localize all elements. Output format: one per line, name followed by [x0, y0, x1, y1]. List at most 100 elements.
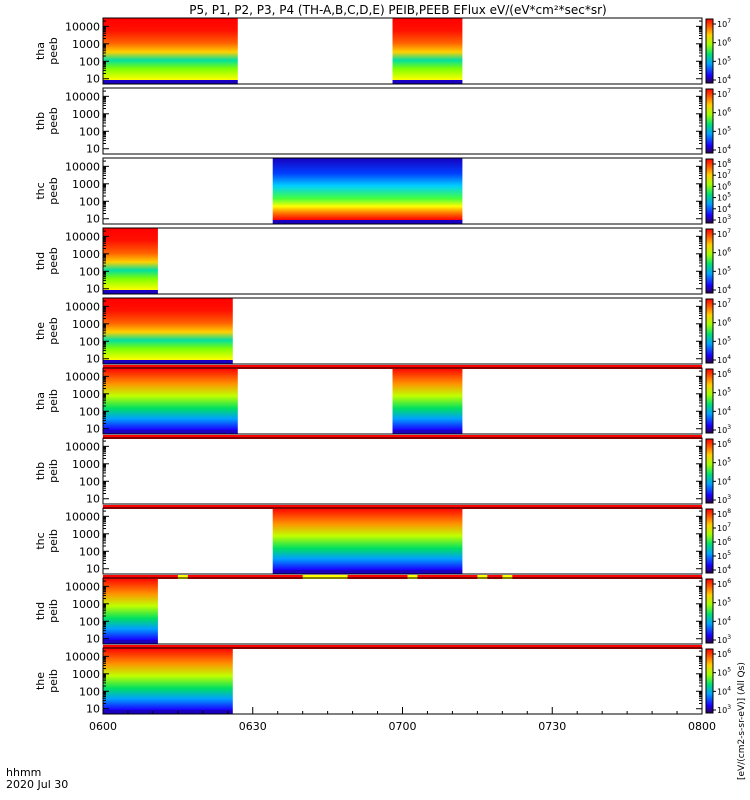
y-tick-label: 1000: [72, 178, 100, 191]
x-axis: 0600 0630 0700 0730 0800: [89, 707, 716, 733]
panel-frame: [102, 577, 703, 645]
y-tick-label: 10000: [65, 650, 100, 663]
y-tick-label: 1000: [72, 598, 100, 611]
panel-frame: [102, 227, 703, 295]
spectrogram-data-block: [103, 578, 158, 640]
y-tick-label: 10000: [65, 20, 100, 33]
colorbar-tick-label: 107: [717, 522, 731, 533]
panel-label: thb: [34, 112, 47, 130]
colorbar-tick-label: 104: [717, 284, 731, 295]
colorbar-tick-label: 108: [717, 158, 731, 169]
y-tick-label: 1000: [72, 108, 100, 121]
y-tick-label: 100: [79, 475, 100, 488]
colorbar-tick-label: 104: [717, 144, 731, 155]
spectrogram-data-block: [392, 18, 463, 80]
colorbar: [705, 508, 714, 574]
y-tick-label: 1000: [72, 318, 100, 331]
date-label: 2020 Jul 30: [6, 778, 68, 791]
colorbar-tick-label: 104: [717, 475, 731, 486]
spectrogram-data-block: [103, 298, 233, 360]
spectrogram-panel: 10 100 1000 10000 the peeb 104 105 106 107: [34, 297, 731, 369]
x-tick-label: 0600: [89, 720, 117, 733]
y-tick-label: 100: [79, 685, 100, 698]
colorbar-tick-label: 106: [717, 107, 731, 118]
spectrogram-data-block: [272, 158, 463, 220]
spectrogram-panel: 10 100 1000 10000 thd peeb 104 105 106 107: [34, 227, 731, 296]
low-energy-band: [272, 570, 463, 574]
y-tick-label: 10: [86, 353, 100, 366]
y-tick-label: 10000: [65, 580, 100, 593]
colorbar-tick-label: 107: [717, 169, 731, 180]
y-tick-label: 1000: [72, 38, 100, 51]
quality-flag-bar: [103, 365, 702, 369]
y-tick-label: 100: [79, 405, 100, 418]
colorbar: [705, 228, 714, 294]
y-tick-label: 10: [86, 493, 100, 506]
spectrogram-panel: 10 100 1000 10000 tha peib 103 104 105 106: [34, 367, 731, 439]
panel-label: peeb: [47, 177, 60, 205]
y-tick-label: 10: [86, 563, 100, 576]
colorbar-tick-label: 104: [717, 354, 731, 365]
colorbar-tick-label: 103: [717, 704, 731, 715]
panel-label: peeb: [47, 247, 60, 275]
low-energy-band: [103, 360, 233, 364]
colorbar-tick-label: 105: [717, 457, 731, 468]
y-tick-label: 1000: [72, 668, 100, 681]
colorbar-tick-label: 106: [717, 368, 731, 379]
colorbar: [705, 18, 714, 84]
colorbar-tick-label: 105: [717, 55, 731, 66]
spectrogram-data-block: [103, 18, 238, 80]
colorbar-tick-label: 104: [717, 685, 731, 696]
spectrogram-panel: 10 100 1000 10000 thc peib 104 105 106 107 108: [34, 507, 731, 579]
colorbar-tick-label: 107: [717, 228, 731, 239]
spectrogram-data-block: [103, 228, 158, 290]
colorbar: [705, 368, 714, 434]
x-tick-label: 0730: [538, 720, 566, 733]
x-tick-label: 0630: [239, 720, 267, 733]
panel-frame: [102, 437, 703, 505]
colorbar-tick-label: 104: [717, 615, 731, 626]
colorbar-tick-label: 103: [717, 424, 731, 435]
colorbar-tick-label: 105: [717, 192, 731, 203]
y-tick-label: 100: [79, 125, 100, 138]
quality-flag-bar: [103, 505, 702, 509]
y-tick-label: 10000: [65, 440, 100, 453]
colorbar-tick-label: 105: [717, 335, 731, 346]
quality-flag-mark: [502, 575, 513, 579]
panel-label: peib: [47, 389, 60, 413]
colorbar: [705, 298, 714, 364]
y-tick-label: 100: [79, 335, 100, 348]
colorbar-unit-label: [eV/(cm2-s-sr-eV)] (All Qs): [737, 662, 747, 780]
quality-flag-mark: [407, 575, 418, 579]
colorbar-tick-label: 104: [717, 203, 731, 214]
low-energy-band: [103, 80, 238, 84]
colorbar-tick-label: 105: [717, 667, 731, 678]
y-tick-label: 1000: [72, 248, 100, 261]
colorbar-tick-label: 107: [717, 18, 731, 29]
panel-label: peib: [47, 669, 60, 693]
y-tick-label: 10: [86, 703, 100, 716]
panel-label: peib: [47, 459, 60, 483]
quality-flag-mark: [477, 575, 488, 579]
low-energy-band: [103, 290, 158, 294]
low-energy-band: [272, 220, 463, 224]
panel-label: the: [34, 672, 47, 690]
panel-label: thd: [34, 252, 47, 270]
y-tick-label: 1000: [72, 388, 100, 401]
colorbar-tick-label: 107: [717, 88, 731, 99]
spectrogram-panel: 10 100 1000 10000 thb peeb 104 105 106 107: [34, 87, 731, 156]
panel-label: tha: [34, 42, 47, 60]
panel-label: tha: [34, 392, 47, 410]
low-energy-band: [392, 430, 463, 434]
panel-label: thc: [34, 182, 47, 199]
y-tick-label: 10000: [65, 160, 100, 173]
y-tick-label: 10: [86, 633, 100, 646]
panel-label: the: [34, 322, 47, 340]
colorbar: [705, 88, 714, 154]
y-tick-label: 10000: [65, 510, 100, 523]
y-tick-label: 10000: [65, 230, 100, 243]
colorbar-tick-label: 105: [717, 265, 731, 276]
y-tick-label: 10000: [65, 90, 100, 103]
y-tick-label: 10000: [65, 300, 100, 313]
